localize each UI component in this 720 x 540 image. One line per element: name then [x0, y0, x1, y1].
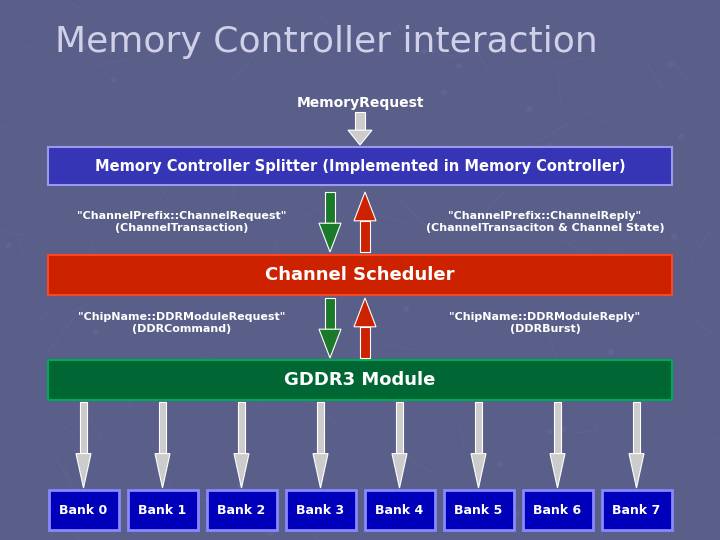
Circle shape: [441, 90, 446, 96]
Text: Bank 4: Bank 4: [375, 503, 423, 516]
Bar: [207, 490, 276, 530]
Circle shape: [453, 153, 459, 159]
Circle shape: [6, 242, 12, 248]
Polygon shape: [354, 192, 376, 221]
Text: Memory Controller Splitter (Implemented in Memory Controller): Memory Controller Splitter (Implemented …: [95, 159, 625, 173]
Circle shape: [259, 167, 265, 173]
Polygon shape: [319, 329, 341, 358]
Text: "ChipName::DDRModuleReply"
(DDRBurst): "ChipName::DDRModuleReply" (DDRBurst): [449, 312, 641, 334]
Circle shape: [422, 48, 428, 55]
Circle shape: [547, 429, 553, 435]
Bar: [633, 402, 640, 454]
Bar: [48, 255, 672, 295]
Polygon shape: [319, 223, 341, 252]
Text: "ChannelPrefix::ChannelRequest"
(ChannelTransaction): "ChannelPrefix::ChannelRequest" (Channel…: [77, 211, 287, 233]
Circle shape: [333, 279, 338, 285]
Circle shape: [526, 106, 532, 112]
Text: MemoryRequest: MemoryRequest: [296, 96, 424, 110]
Circle shape: [608, 349, 614, 355]
Bar: [48, 360, 672, 400]
Polygon shape: [155, 454, 170, 488]
Bar: [601, 490, 672, 530]
Circle shape: [58, 502, 64, 508]
Text: Bank 7: Bank 7: [613, 503, 661, 516]
Bar: [360, 327, 370, 358]
Bar: [364, 490, 434, 530]
Bar: [554, 402, 561, 454]
Circle shape: [327, 236, 333, 242]
Polygon shape: [354, 298, 376, 327]
Bar: [523, 490, 593, 530]
Circle shape: [233, 286, 240, 292]
Text: Bank 3: Bank 3: [297, 503, 345, 516]
Circle shape: [560, 427, 567, 433]
Circle shape: [81, 44, 87, 50]
Polygon shape: [313, 454, 328, 488]
Circle shape: [514, 511, 520, 517]
Circle shape: [574, 318, 580, 323]
Text: GDDR3 Module: GDDR3 Module: [284, 371, 436, 389]
Polygon shape: [471, 454, 486, 488]
Circle shape: [456, 63, 462, 69]
Polygon shape: [348, 130, 372, 145]
Text: Channel Scheduler: Channel Scheduler: [265, 266, 455, 284]
Circle shape: [420, 368, 426, 374]
Circle shape: [576, 285, 582, 291]
Bar: [355, 112, 366, 130]
Text: Bank 0: Bank 0: [59, 503, 107, 516]
Bar: [475, 402, 482, 454]
Text: Memory Controller interaction: Memory Controller interaction: [55, 25, 598, 59]
Polygon shape: [76, 454, 91, 488]
Text: "ChipName::DDRModuleRequest"
(DDRCommand): "ChipName::DDRModuleRequest" (DDRCommand…: [78, 312, 286, 334]
Bar: [127, 490, 197, 530]
Circle shape: [273, 391, 279, 397]
Circle shape: [268, 530, 274, 536]
Circle shape: [671, 233, 677, 239]
Text: "ChannelPrefix::ChannelReply"
(ChannelTransaciton & Channel State): "ChannelPrefix::ChannelReply" (ChannelTr…: [426, 211, 665, 233]
Bar: [159, 402, 166, 454]
Bar: [238, 402, 245, 454]
Circle shape: [667, 62, 673, 68]
Circle shape: [657, 256, 663, 262]
Circle shape: [471, 223, 477, 229]
Polygon shape: [392, 454, 407, 488]
Bar: [317, 402, 324, 454]
Circle shape: [96, 515, 102, 521]
Circle shape: [678, 134, 684, 140]
Bar: [48, 147, 672, 185]
Circle shape: [351, 321, 357, 327]
Text: Bank 6: Bank 6: [534, 503, 582, 516]
Text: Bank 2: Bank 2: [217, 503, 266, 516]
Circle shape: [66, 389, 71, 395]
Circle shape: [498, 462, 503, 468]
Circle shape: [554, 360, 560, 366]
Polygon shape: [550, 454, 565, 488]
Circle shape: [591, 157, 598, 163]
Bar: [396, 402, 403, 454]
Circle shape: [82, 456, 89, 462]
Bar: [325, 192, 335, 223]
Bar: [48, 490, 119, 530]
Circle shape: [546, 143, 552, 149]
Circle shape: [110, 77, 117, 83]
Text: Bank 5: Bank 5: [454, 503, 503, 516]
Circle shape: [559, 256, 564, 262]
Circle shape: [395, 503, 401, 509]
Polygon shape: [234, 454, 249, 488]
Circle shape: [404, 306, 410, 312]
Circle shape: [237, 482, 243, 488]
Circle shape: [92, 329, 98, 335]
Bar: [444, 490, 513, 530]
Polygon shape: [629, 454, 644, 488]
Bar: [286, 490, 356, 530]
Bar: [325, 298, 335, 329]
Bar: [80, 402, 87, 454]
Bar: [360, 221, 370, 252]
Text: Bank 1: Bank 1: [138, 503, 186, 516]
